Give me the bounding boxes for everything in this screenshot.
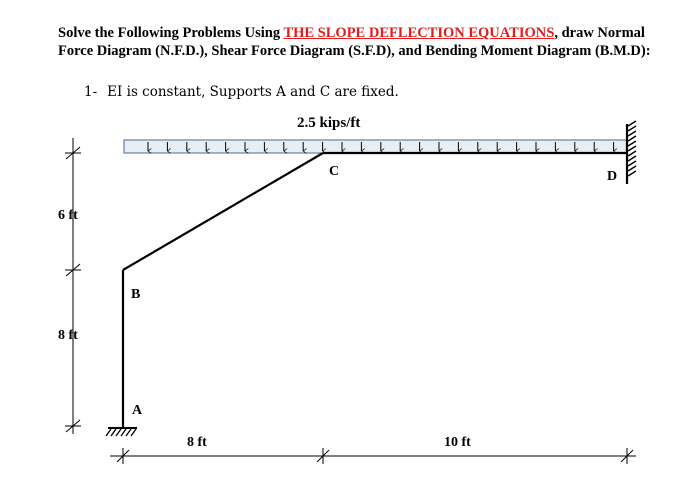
fixed-support-a	[105, 427, 137, 437]
joint-label-b: B	[131, 287, 140, 302]
joint-label-d: D	[607, 169, 617, 184]
heading-prefix: Solve the Following Problems Using	[58, 25, 284, 41]
item-number: 1-	[84, 84, 98, 100]
joint-label-c: C	[329, 164, 339, 179]
distributed-load-area	[123, 139, 628, 154]
dim-left-top: 6 ft	[58, 208, 78, 223]
heading-suffix: , draw Normal Force Diagram (N.F.D.), Sh…	[58, 25, 651, 59]
horizontal-dimension	[110, 448, 636, 464]
problem-item: 1- EI is constant, Supports A and C are f…	[84, 84, 399, 100]
dim-bottom-left: 8 ft	[187, 435, 207, 450]
item-text: EI is constant, Supports A and C are fix…	[107, 84, 399, 100]
heading-highlight: THE SLOPE DEFLECTION EQUATIONS	[283, 25, 555, 41]
member-bc	[122, 152, 324, 271]
fixed-support-d	[625, 120, 637, 184]
joint-label-a: A	[132, 403, 143, 418]
dim-bottom-right: 10 ft	[444, 435, 471, 450]
load-label: 2.5 kips/ft	[297, 115, 360, 131]
dim-left-bottom: 8 ft	[58, 328, 78, 343]
load-arrows	[147, 142, 614, 151]
vertical-dimension	[65, 138, 81, 434]
problem-heading: Solve the Following Problems Using THE S…	[58, 24, 678, 60]
